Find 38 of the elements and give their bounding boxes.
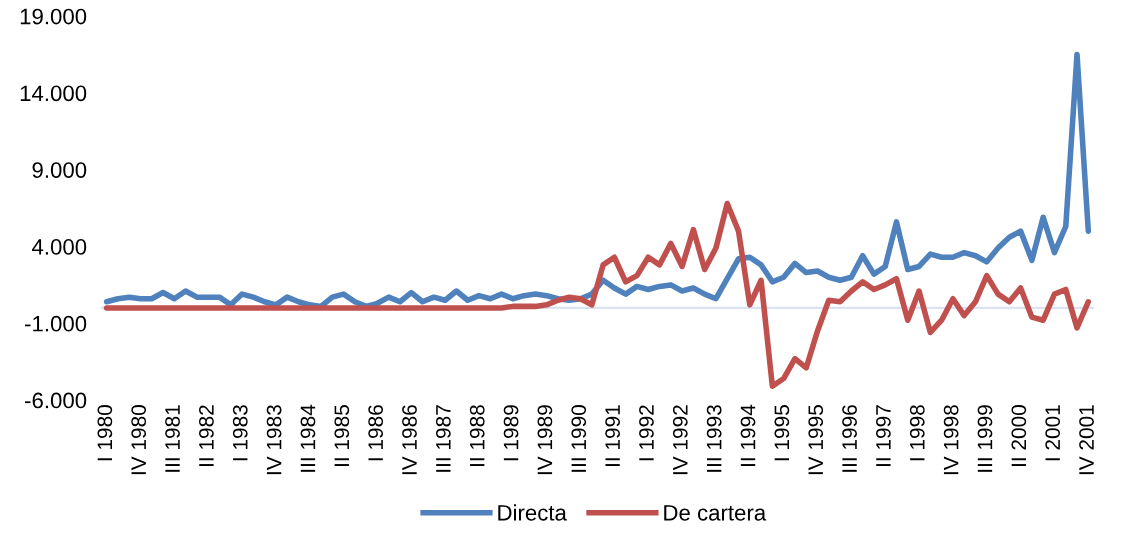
- y-tick-label: 4.000: [32, 239, 87, 255]
- x-tick-label: IV 1998: [943, 405, 959, 475]
- x-tick-label: II 1985: [334, 405, 350, 467]
- x-tick-label: III 1987: [435, 405, 451, 472]
- x-tick-label: IV 1995: [808, 405, 824, 475]
- y-tick-label: 19.000: [20, 8, 87, 25]
- x-tick-label: I 1992: [639, 405, 654, 461]
- x-tick-label: II 1988: [469, 405, 485, 467]
- x-tick-label: I 1995: [774, 405, 790, 461]
- y-tick-label: 14.000: [20, 85, 87, 102]
- x-tick-label: III 1981: [165, 405, 180, 472]
- x-tick-label: IV 1986: [402, 405, 417, 475]
- x-tick-label: I 1980: [97, 405, 113, 461]
- y-tick-label: 9.000: [32, 162, 87, 178]
- x-tick-label: II 1997: [876, 405, 891, 467]
- y-tick-label: -1.000: [25, 315, 87, 332]
- x-tick-label: I 2001: [1045, 405, 1061, 461]
- x-tick-label: I 1989: [503, 405, 519, 461]
- x-tick-label: IV 1983: [266, 405, 282, 475]
- x-tick-label: III 1984: [300, 404, 316, 472]
- x-tick-label: III 1999: [977, 405, 993, 472]
- legend-label: De cartera: [664, 505, 767, 521]
- x-tick-label: IV 1980: [131, 405, 147, 475]
- x-tick-label: IV 2001: [1079, 405, 1094, 475]
- x-tick-label: IV 1992: [672, 405, 688, 475]
- x-tick-label: II 1994: [740, 404, 756, 467]
- x-tick-label: I 1983: [232, 405, 248, 461]
- x-tick-label: III 1993: [706, 405, 722, 472]
- legend-label: Directa: [498, 504, 567, 521]
- x-tick-label: II 1982: [199, 405, 214, 467]
- x-tick-label: III 1990: [571, 405, 587, 472]
- y-tick-label: -6.000: [25, 392, 87, 409]
- x-tick-label: IV 1989: [537, 405, 553, 475]
- x-tick-label: I 1998: [909, 405, 925, 461]
- x-tick-label: II 1991: [605, 405, 620, 467]
- x-tick-label: II 2000: [1011, 405, 1027, 467]
- x-tick-label: I 1986: [368, 405, 384, 461]
- x-tick-label: III 1996: [842, 405, 857, 472]
